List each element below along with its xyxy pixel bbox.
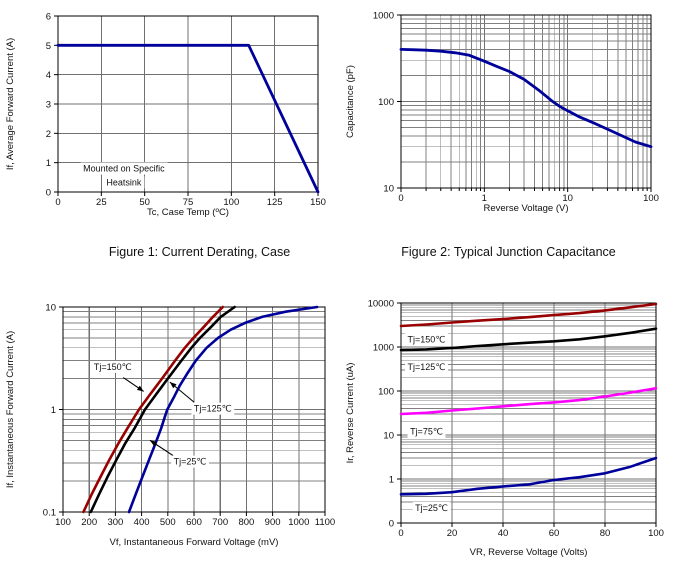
svg-text:1000: 1000 bbox=[373, 343, 394, 354]
svg-text:0: 0 bbox=[398, 193, 403, 204]
svg-text:80: 80 bbox=[600, 528, 611, 539]
svg-text:40: 40 bbox=[498, 528, 509, 539]
svg-text:25: 25 bbox=[96, 197, 107, 208]
svg-text:75: 75 bbox=[183, 197, 194, 208]
svg-text:150: 150 bbox=[310, 197, 326, 208]
svg-text:5: 5 bbox=[46, 41, 51, 52]
figure3-forward-voltage-chart: 100 200 300 400 500 600 700 800 900 1000 1100 0.1 1 1… bbox=[5, 303, 335, 549]
svg-text:1: 1 bbox=[46, 158, 51, 169]
svg-text:700: 700 bbox=[212, 517, 228, 528]
svg-text:Mounted on Specific: Mounted on Specific bbox=[83, 164, 165, 174]
svg-text:200: 200 bbox=[81, 517, 97, 528]
svg-text:1: 1 bbox=[51, 405, 56, 416]
svg-text:300: 300 bbox=[107, 517, 123, 528]
svg-text:Tj=25℃: Tj=25℃ bbox=[174, 457, 207, 467]
svg-text:10: 10 bbox=[562, 193, 573, 204]
svg-text:1000: 1000 bbox=[288, 517, 309, 528]
svg-text:0: 0 bbox=[398, 528, 403, 539]
svg-text:125: 125 bbox=[267, 197, 283, 208]
svg-text:50: 50 bbox=[139, 197, 150, 208]
svg-text:100: 100 bbox=[55, 517, 71, 528]
svg-text:1: 1 bbox=[482, 193, 487, 204]
svg-text:100: 100 bbox=[643, 193, 659, 204]
svg-text:100: 100 bbox=[378, 97, 394, 108]
svg-text:600: 600 bbox=[186, 517, 202, 528]
svg-text:0: 0 bbox=[55, 197, 60, 208]
svg-text:10: 10 bbox=[383, 431, 394, 442]
svg-text:400: 400 bbox=[134, 517, 150, 528]
svg-text:0: 0 bbox=[46, 188, 51, 199]
svg-text:0: 0 bbox=[389, 519, 394, 530]
svg-text:Ir, Reverse Current (uA): Ir, Reverse Current (uA) bbox=[345, 363, 356, 464]
svg-text:2: 2 bbox=[46, 129, 51, 140]
svg-text:100: 100 bbox=[223, 197, 239, 208]
svg-text:900: 900 bbox=[265, 517, 281, 528]
svg-text:10: 10 bbox=[45, 303, 56, 314]
svg-text:Tj=125℃: Tj=125℃ bbox=[408, 362, 446, 372]
svg-text:4: 4 bbox=[46, 70, 51, 81]
svg-text:1100: 1100 bbox=[315, 517, 335, 528]
svg-text:Heatsink: Heatsink bbox=[106, 177, 142, 187]
svg-text:Tc, Case Temp (ºC): Tc, Case Temp (ºC) bbox=[147, 207, 229, 218]
svg-text:Tj=150℃: Tj=150℃ bbox=[408, 334, 446, 344]
svg-text:VR, Reverse Voltage (Volts): VR, Reverse Voltage (Volts) bbox=[470, 547, 588, 558]
svg-text:500: 500 bbox=[160, 517, 176, 528]
svg-text:1: 1 bbox=[389, 475, 394, 486]
svg-text:100: 100 bbox=[378, 387, 394, 398]
svg-text:10000: 10000 bbox=[368, 299, 394, 310]
svg-text:Tj=75℃: Tj=75℃ bbox=[410, 427, 443, 437]
svg-text:Tj=125℃: Tj=125℃ bbox=[194, 404, 232, 414]
figure2-junction-capacitance-chart: 0 1 10 100 10 100 1000 Reverse Voltage (V) Capac… bbox=[345, 11, 659, 215]
svg-text:6: 6 bbox=[46, 12, 51, 23]
svg-text:60: 60 bbox=[549, 528, 560, 539]
svg-text:10: 10 bbox=[383, 184, 394, 195]
svg-text:3: 3 bbox=[46, 100, 51, 111]
svg-text:1000: 1000 bbox=[373, 11, 394, 22]
svg-text:If, Average Forward Current (A: If, Average Forward Current (A) bbox=[5, 38, 16, 170]
svg-text:Tj=25℃: Tj=25℃ bbox=[415, 503, 448, 513]
svg-text:100: 100 bbox=[648, 528, 664, 539]
svg-text:800: 800 bbox=[238, 517, 254, 528]
svg-text:Tj=150℃: Tj=150℃ bbox=[94, 362, 132, 372]
svg-text:If, Instantaneous Forward Curr: If, Instantaneous Forward Current (A) bbox=[5, 331, 16, 488]
svg-text:Capacitance (pF): Capacitance (pF) bbox=[345, 65, 356, 138]
figure2-caption: Figure 2: Typical Junction Capacitance bbox=[401, 245, 616, 259]
figure1-current-derating-chart: 0 25 50 75 100 125 150 0 1 2 3 4 5 6 Tc, Case Temp (ºC… bbox=[5, 12, 326, 219]
figure1-caption: Figure 1: Current Derating, Case bbox=[108, 245, 291, 259]
svg-text:Reverse Voltage (V): Reverse Voltage (V) bbox=[483, 203, 568, 214]
svg-text:Vf, Instantaneous Forward Vol: Vf, Instantaneous Forward Voltage (mV) bbox=[110, 537, 279, 548]
svg-text:20: 20 bbox=[447, 528, 458, 539]
svg-text:0.1: 0.1 bbox=[43, 508, 56, 519]
